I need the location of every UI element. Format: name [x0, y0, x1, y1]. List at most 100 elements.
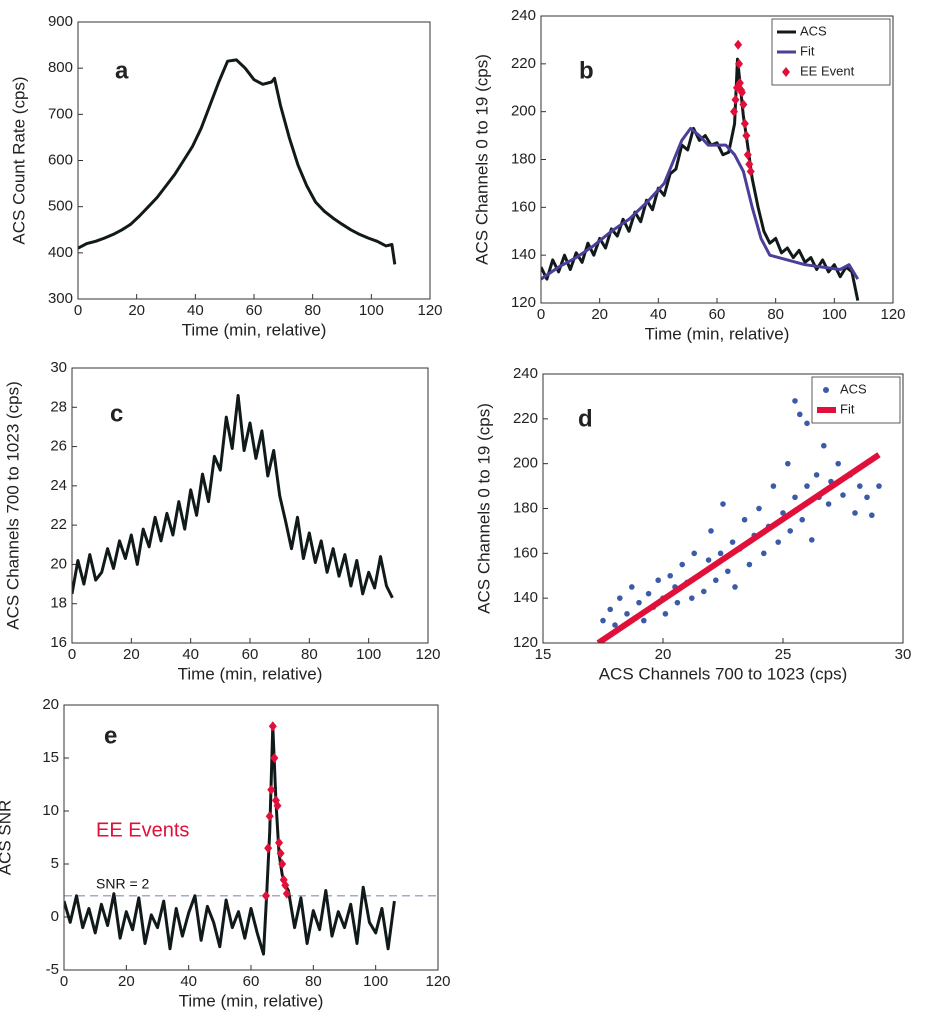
marker [876, 483, 882, 489]
marker [735, 58, 743, 69]
panel-label: d [578, 405, 593, 432]
x-tick-label: 80 [304, 302, 321, 319]
y-tick-label: 500 [48, 198, 73, 215]
marker [780, 510, 786, 516]
x-tick-label: 100 [363, 973, 388, 990]
y-tick-label: -5 [46, 961, 59, 978]
y-tick-label: 220 [513, 410, 538, 427]
marker [679, 561, 685, 568]
y-tick-label: 600 [48, 151, 73, 168]
y-tick-label: 220 [511, 55, 536, 72]
marker [729, 539, 736, 545]
y-tick-label: 160 [513, 544, 538, 561]
marker [275, 837, 284, 848]
marker [264, 843, 273, 854]
series-group [64, 721, 396, 956]
x-tick-label: 60 [709, 306, 726, 323]
y-tick-label: 15 [42, 749, 59, 766]
annotation: SNR = 2 [96, 876, 150, 892]
x-axis-label: Time (min, relative) [182, 320, 327, 339]
marker [691, 550, 697, 557]
y-tick-label: 400 [48, 244, 73, 261]
y-tick-label: 180 [513, 499, 538, 516]
marker [636, 599, 642, 606]
data-line [64, 724, 396, 956]
marker [701, 588, 707, 595]
marker [689, 595, 695, 601]
x-tick-label: 40 [650, 306, 667, 323]
x-axis-label: ACS Channels 700 to 1023 (cps) [599, 664, 848, 683]
marker [745, 159, 754, 170]
y-tick-label: 22 [50, 516, 67, 533]
marker [737, 87, 746, 98]
marker [655, 577, 661, 584]
legend-label: ACS [840, 381, 867, 396]
marker [674, 599, 681, 606]
y-tick-label: 20 [42, 696, 59, 713]
legend-label: Fit [800, 43, 815, 58]
y-axis-label: ACS Channels 700 to 1023 (cps) [3, 381, 22, 630]
legend-swatch [782, 67, 790, 77]
x-tick-label: 120 [415, 646, 440, 663]
x-axis-label: Time (min, relative) [179, 991, 324, 1010]
legend-swatch [823, 387, 829, 393]
plot-area [72, 368, 428, 643]
marker [713, 577, 719, 584]
marker [645, 590, 652, 597]
marker [804, 483, 810, 489]
y-axis-label: ACS SNR [0, 800, 14, 876]
y-tick-label: 200 [513, 455, 538, 472]
marker [717, 550, 724, 557]
y-tick-label: 20 [50, 555, 67, 572]
x-tick-label: 20 [591, 306, 608, 323]
y-tick-label: 240 [511, 7, 536, 24]
marker [792, 494, 798, 501]
y-tick-label: 28 [50, 398, 67, 415]
data-line [72, 394, 394, 599]
marker [607, 606, 613, 613]
x-tick-label: 0 [537, 306, 545, 323]
marker [261, 890, 270, 901]
marker [869, 512, 875, 519]
marker [725, 568, 731, 575]
marker [743, 149, 752, 160]
y-tick-label: 240 [513, 365, 538, 382]
y-axis-label: ACS Channels 0 to 19 (cps) [474, 403, 493, 614]
x-tick-label: 120 [880, 306, 905, 323]
plot-area [64, 705, 438, 970]
marker [276, 848, 285, 859]
x-tick-label: 80 [305, 973, 322, 990]
x-tick-label: 100 [356, 646, 381, 663]
x-tick-label: 40 [182, 646, 199, 663]
y-tick-label: 0 [51, 908, 59, 925]
x-tick-label: 20 [128, 302, 145, 319]
x-tick-label: 25 [775, 646, 792, 663]
marker [705, 557, 712, 563]
x-axis-label: Time (min, relative) [178, 664, 323, 683]
legend-label: EE Event [800, 63, 855, 78]
panel-label: b [579, 57, 594, 84]
x-tick-label: 60 [243, 973, 260, 990]
marker [746, 561, 753, 568]
marker [739, 99, 748, 110]
marker [740, 118, 749, 129]
marker [662, 611, 669, 617]
y-tick-label: 180 [511, 150, 536, 167]
marker [792, 398, 798, 404]
marker [268, 721, 277, 732]
y-tick-label: 300 [48, 290, 73, 307]
y-tick-label: 120 [513, 634, 538, 651]
y-tick-label: 30 [50, 359, 67, 376]
marker [770, 483, 777, 489]
series-group [541, 39, 860, 301]
marker [857, 483, 863, 489]
y-tick-label: 26 [50, 438, 67, 455]
marker [804, 420, 810, 427]
marker [840, 492, 846, 498]
x-tick-label: 20 [118, 973, 135, 990]
marker [624, 611, 630, 617]
annotation: EE Events [96, 819, 189, 841]
y-axis-label: ACS Count Rate (cps) [9, 76, 28, 244]
marker [667, 572, 673, 579]
marker [273, 800, 282, 811]
